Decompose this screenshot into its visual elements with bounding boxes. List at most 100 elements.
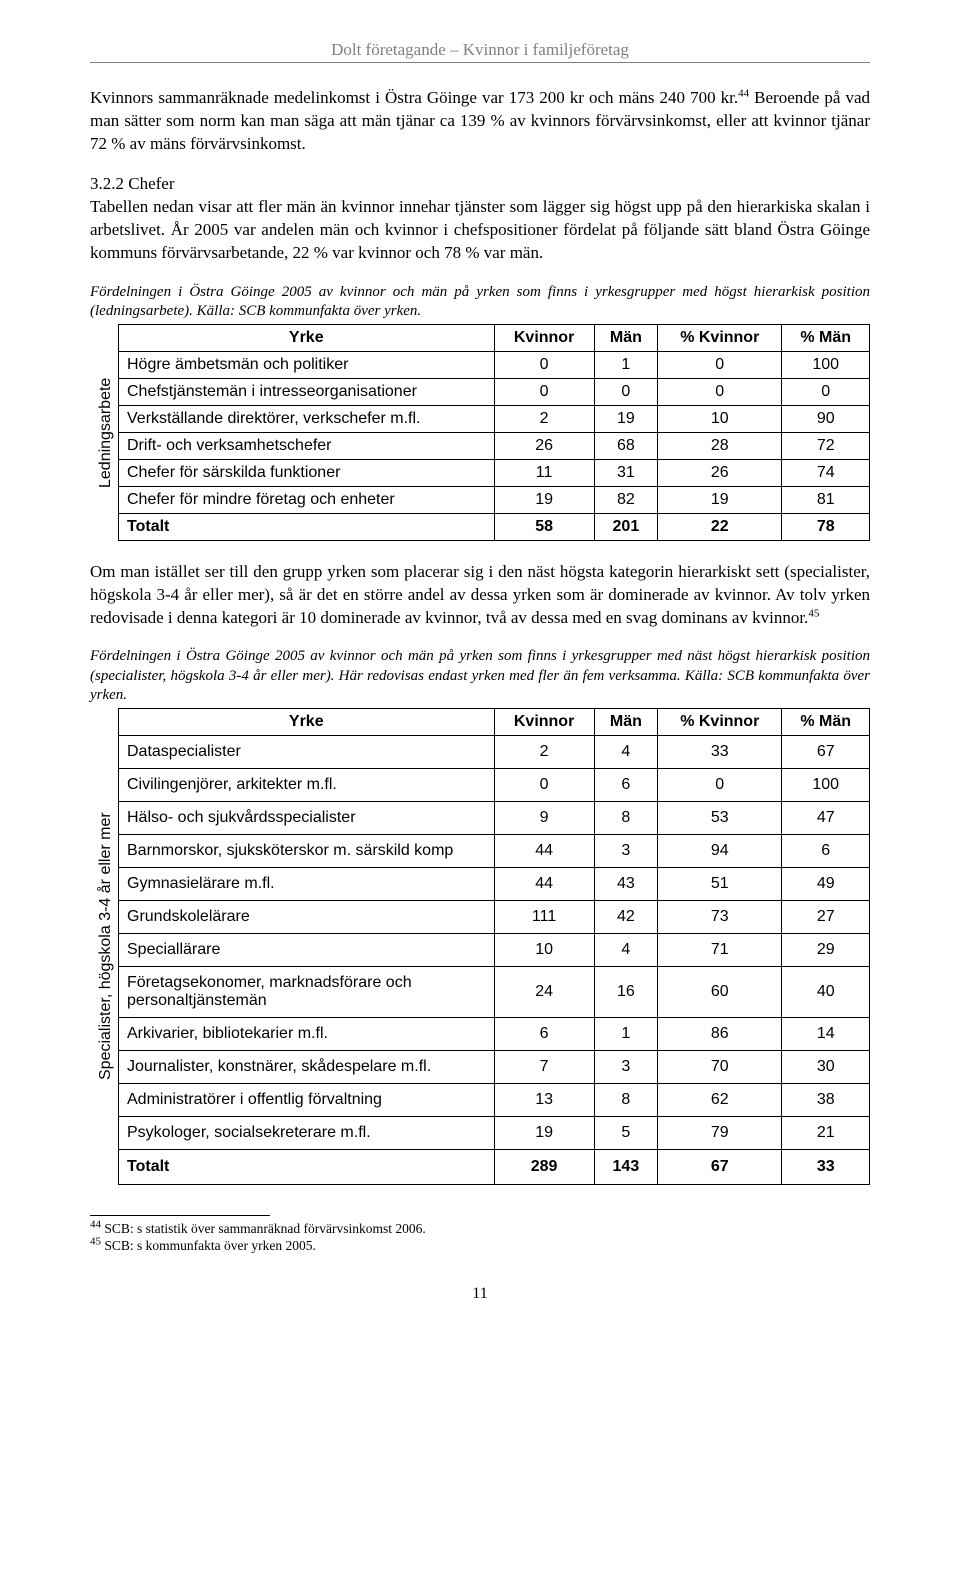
- cell-pct-man: 6: [782, 834, 870, 867]
- cell-total-label: Totalt: [119, 1149, 495, 1184]
- cell-man: 3: [594, 834, 657, 867]
- table-row: Administratörer i offentlig förvaltning1…: [119, 1083, 870, 1116]
- table-row: Barnmorskor, sjuksköterskor m. särskild …: [119, 834, 870, 867]
- cell-kvinnor: 0: [494, 768, 594, 801]
- col-man: Män: [594, 708, 657, 735]
- cell-man: 31: [594, 459, 657, 486]
- table-row: Grundskolelärare111427327: [119, 900, 870, 933]
- col-yrke: Yrke: [119, 708, 495, 735]
- paragraph-3: Om man istället ser till den grupp yrken…: [90, 561, 870, 630]
- cell-yrke: Administratörer i offentlig förvaltning: [119, 1083, 495, 1116]
- cell-kvinnor: 24: [494, 966, 594, 1017]
- cell-kvinnor: 6: [494, 1017, 594, 1050]
- cell-kvinnor: 111: [494, 900, 594, 933]
- cell-man: 8: [594, 801, 657, 834]
- cell-total-pct-man: 78: [782, 513, 870, 540]
- footnote-44-text: SCB: s statistik över sammanräknad förvä…: [101, 1221, 426, 1236]
- table2-caption: Fördelningen i Östra Göinge 2005 av kvin…: [90, 647, 870, 706]
- paragraph-1: Kvinnors sammanräknade medelinkomst i Ös…: [90, 87, 870, 156]
- cell-pct-man: 14: [782, 1017, 870, 1050]
- footnote-44: 44 SCB: s statistik över sammanräknad fö…: [90, 1220, 870, 1238]
- cell-pct-kvinnor: 19: [658, 486, 782, 513]
- cell-pct-kvinnor: 33: [658, 735, 782, 768]
- cell-total-man: 143: [594, 1149, 657, 1184]
- cell-pct-man: 90: [782, 405, 870, 432]
- cell-yrke: Psykologer, socialsekreterare m.fl.: [119, 1116, 495, 1149]
- cell-yrke: Chefstjänstemän i intresseorganisationer: [119, 378, 495, 405]
- table-row: Speciallärare1047129: [119, 933, 870, 966]
- cell-pct-kvinnor: 79: [658, 1116, 782, 1149]
- cell-yrke: Hälso- och sjukvårdsspecialister: [119, 801, 495, 834]
- cell-total-kvinnor: 58: [494, 513, 594, 540]
- cell-pct-man: 29: [782, 933, 870, 966]
- cell-yrke: Barnmorskor, sjuksköterskor m. särskild …: [119, 834, 495, 867]
- cell-pct-man: 81: [782, 486, 870, 513]
- cell-pct-kvinnor: 94: [658, 834, 782, 867]
- table-total-row: Totalt582012278: [119, 513, 870, 540]
- col-kvinnor: Kvinnor: [494, 324, 594, 351]
- cell-man: 1: [594, 1017, 657, 1050]
- cell-pct-man: 27: [782, 900, 870, 933]
- cell-total-pct-man: 33: [782, 1149, 870, 1184]
- cell-pct-kvinnor: 53: [658, 801, 782, 834]
- section-heading: 3.2.2 Chefer: [90, 174, 870, 194]
- table-row: Chefer för särskilda funktioner11312674: [119, 459, 870, 486]
- table-specialister: Yrke Kvinnor Män % Kvinnor % Män Dataspe…: [118, 708, 870, 1185]
- cell-kvinnor: 7: [494, 1050, 594, 1083]
- cell-kvinnor: 0: [494, 351, 594, 378]
- cell-man: 0: [594, 378, 657, 405]
- cell-yrke: Dataspecialister: [119, 735, 495, 768]
- cell-total-kvinnor: 289: [494, 1149, 594, 1184]
- cell-pct-kvinnor: 10: [658, 405, 782, 432]
- table-row: Företagsekonomer, marknadsförare och per…: [119, 966, 870, 1017]
- col-pct-man: % Män: [782, 708, 870, 735]
- cell-pct-kvinnor: 0: [658, 768, 782, 801]
- cell-kvinnor: 2: [494, 405, 594, 432]
- cell-yrke: Drift- och verksamhetschefer: [119, 432, 495, 459]
- table-row: Chefstjänstemän i intresseorganisationer…: [119, 378, 870, 405]
- cell-pct-kvinnor: 0: [658, 351, 782, 378]
- cell-kvinnor: 10: [494, 933, 594, 966]
- cell-man: 1: [594, 351, 657, 378]
- cell-yrke: Högre ämbetsmän och politiker: [119, 351, 495, 378]
- cell-man: 82: [594, 486, 657, 513]
- cell-yrke: Journalister, konstnärer, skådespelare m…: [119, 1050, 495, 1083]
- cell-pct-man: 100: [782, 351, 870, 378]
- cell-total-pct-kvinnor: 22: [658, 513, 782, 540]
- footnote-ref-45: 45: [808, 607, 819, 619]
- cell-man: 3: [594, 1050, 657, 1083]
- table-row: Chefer för mindre företag och enheter 198…: [119, 486, 870, 513]
- cell-pct-kvinnor: 70: [658, 1050, 782, 1083]
- cell-kvinnor: 11: [494, 459, 594, 486]
- para1-text: Kvinnors sammanräknade medelinkomst i Ös…: [90, 88, 738, 107]
- cell-man: 16: [594, 966, 657, 1017]
- cell-pct-kvinnor: 51: [658, 867, 782, 900]
- cell-total-man: 201: [594, 513, 657, 540]
- page-number: 11: [90, 1285, 870, 1303]
- cell-pct-kvinnor: 26: [658, 459, 782, 486]
- footnote-ref-44: 44: [738, 87, 749, 99]
- cell-yrke: Chefer för mindre företag och enheter: [119, 486, 495, 513]
- cell-pct-kvinnor: 60: [658, 966, 782, 1017]
- cell-pct-man: 72: [782, 432, 870, 459]
- cell-yrke: Arkivarier, bibliotekarier m.fl.: [119, 1017, 495, 1050]
- table-row: Verkställande direktörer, verkschefer m.…: [119, 405, 870, 432]
- table-row: Dataspecialister243367: [119, 735, 870, 768]
- footnote-45: 45 SCB: s kommunfakta över yrken 2005.: [90, 1237, 870, 1255]
- cell-pct-man: 38: [782, 1083, 870, 1116]
- table-row: Arkivarier, bibliotekarier m.fl.618614: [119, 1017, 870, 1050]
- cell-yrke: Civilingenjörer, arkitekter m.fl.: [119, 768, 495, 801]
- cell-pct-man: 74: [782, 459, 870, 486]
- table-row: Högre ämbetsmän och politiker010100: [119, 351, 870, 378]
- cell-man: 4: [594, 933, 657, 966]
- cell-pct-man: 49: [782, 867, 870, 900]
- cell-kvinnor: 44: [494, 834, 594, 867]
- table-header-row: Yrke Kvinnor Män % Kvinnor % Män: [119, 324, 870, 351]
- para3-text: Om man istället ser till den grupp yrken…: [90, 562, 870, 627]
- table1-wrap: Ledningsarbete Yrke Kvinnor Män % Kvinno…: [90, 324, 870, 541]
- running-header: Dolt företagande – Kvinnor i familjeföre…: [90, 40, 870, 60]
- cell-kvinnor: 2: [494, 735, 594, 768]
- col-pct-kvinnor: % Kvinnor: [658, 708, 782, 735]
- cell-pct-kvinnor: 28: [658, 432, 782, 459]
- table1-caption: Fördelningen i Östra Göinge 2005 av kvin…: [90, 283, 870, 322]
